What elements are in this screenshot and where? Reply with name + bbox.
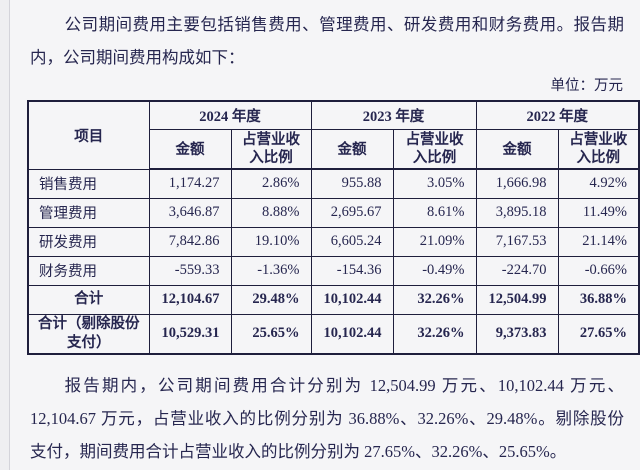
ratio-cell: -0.66% bbox=[557, 255, 640, 286]
amount-cell: 7,167.53 bbox=[475, 226, 559, 257]
summary-paragraph: 报告期内，公司期间费用合计分别为 12,504.99 万元、10,102.44 … bbox=[0, 355, 640, 468]
ratio-cell: 36.88% bbox=[557, 284, 640, 315]
row-selling-expense: 销售费用 1,174.27 2.86% 955.88 3.05% 1,666.9… bbox=[27, 168, 640, 199]
item-line: 支付） bbox=[67, 334, 111, 351]
header-amount: 金额 bbox=[148, 128, 232, 170]
amount-cell: 10,102.44 bbox=[310, 313, 394, 355]
intro-paragraph: 公司期间费用主要包括销售费用、管理费用、研发费用和财务费用。报告期 内，公司期间… bbox=[0, 0, 640, 74]
table-header: 项目 2024 年度 2023 年度 2022 年度 金额 占营业收 入比例 金… bbox=[27, 100, 640, 170]
amount-cell: 3,646.87 bbox=[148, 197, 232, 228]
header-year-2023: 2023 年度 bbox=[310, 100, 477, 130]
table-body: 销售费用 1,174.27 2.86% 955.88 3.05% 1,666.9… bbox=[27, 168, 640, 355]
row-total-excl-share-payment: 合计（剔除股份 支付） 10,529.31 25.65% 10,102.44 3… bbox=[27, 313, 640, 355]
header-amount: 金额 bbox=[310, 128, 394, 170]
ratio-cell: -0.49% bbox=[392, 255, 477, 286]
header-ratio-line: 入比例 bbox=[412, 149, 457, 166]
header-ratio: 占营业收 入比例 bbox=[230, 128, 312, 170]
item-cell: 研发费用 bbox=[27, 226, 150, 257]
header-ratio-line: 入比例 bbox=[576, 149, 621, 166]
period-expense-table: 项目 2024 年度 2023 年度 2022 年度 金额 占营业收 入比例 金… bbox=[27, 100, 640, 355]
amount-cell: 12,504.99 bbox=[475, 284, 559, 315]
item-line: 合计（剔除股份 bbox=[38, 315, 140, 332]
header-ratio-line: 占营业收 bbox=[242, 131, 300, 148]
header-ratio-line: 入比例 bbox=[249, 149, 293, 166]
row-rd-expense: 研发费用 7,842.86 19.10% 6,605.24 21.09% 7,1… bbox=[27, 226, 640, 257]
header-year-row: 项目 2024 年度 2023 年度 2022 年度 bbox=[27, 100, 640, 170]
unit-label: 单位：万元 bbox=[550, 78, 624, 94]
item-cell: 合计（剔除股份 支付） bbox=[27, 313, 150, 355]
row-total: 合计 12,104.67 29.48% 10,102.44 32.26% 12,… bbox=[27, 284, 640, 315]
amount-cell: 3,895.18 bbox=[475, 197, 559, 228]
amount-cell: 9,373.83 bbox=[475, 313, 559, 355]
item-cell: 财务费用 bbox=[27, 255, 150, 286]
ratio-cell: 8.61% bbox=[392, 197, 477, 228]
header-ratio: 占营业收 入比例 bbox=[392, 128, 477, 170]
amount-cell: 955.88 bbox=[310, 168, 394, 199]
ratio-cell: 21.09% bbox=[392, 226, 477, 257]
ratio-cell: 19.10% bbox=[230, 226, 312, 257]
intro-line: 内，公司期间费用构成如下： bbox=[30, 48, 245, 67]
amount-cell: 1,666.98 bbox=[475, 168, 559, 199]
item-cell: 管理费用 bbox=[27, 197, 150, 228]
ratio-cell: 32.26% bbox=[392, 313, 477, 355]
item-cell: 合计 bbox=[27, 284, 150, 315]
ratio-cell: 25.65% bbox=[230, 313, 312, 355]
ratio-cell: -1.36% bbox=[230, 255, 312, 286]
amount-cell: -559.33 bbox=[148, 255, 232, 286]
header-ratio: 占营业收 入比例 bbox=[557, 128, 640, 170]
amount-cell: 12,104.67 bbox=[148, 284, 232, 315]
row-finance-expense: 财务费用 -559.33 -1.36% -154.36 -0.49% -224.… bbox=[27, 255, 640, 286]
header-ratio-line: 占营业收 bbox=[569, 131, 628, 148]
ratio-cell: 11.49% bbox=[557, 197, 640, 228]
amount-cell: 10,529.31 bbox=[148, 313, 232, 355]
ratio-cell: 27.65% bbox=[557, 313, 640, 355]
amount-cell: 1,174.27 bbox=[148, 168, 232, 199]
scan-left-edge bbox=[0, 0, 10, 470]
amount-cell: -154.36 bbox=[310, 255, 394, 286]
amount-cell: 10,102.44 bbox=[310, 284, 394, 315]
ratio-cell: 32.26% bbox=[392, 284, 477, 315]
amount-cell: 6,605.24 bbox=[310, 226, 394, 257]
amount-cell: 7,842.86 bbox=[148, 226, 232, 257]
ratio-cell: 3.05% bbox=[392, 168, 477, 199]
amount-cell: 2,695.67 bbox=[310, 197, 394, 228]
amount-cell: -224.70 bbox=[475, 255, 559, 286]
header-sub-row: 金额 占营业收 入比例 金额 占营业收 入比例 金额 占营业收 入比例 bbox=[28, 128, 640, 170]
header-item: 项目 bbox=[27, 100, 150, 170]
summary-line: 报告期内，公司期间费用合计分别为 12,504.99 万元、10,102.44 … bbox=[64, 376, 624, 395]
intro-line: 公司期间费用主要包括销售费用、管理费用、研发费用和财务费用。报告期 bbox=[64, 15, 624, 34]
row-admin-expense: 管理费用 3,646.87 8.88% 2,695.67 8.61% 3,895… bbox=[27, 197, 640, 228]
ratio-cell: 4.92% bbox=[557, 168, 640, 199]
ratio-cell: 21.14% bbox=[557, 226, 640, 257]
ratio-cell: 2.86% bbox=[230, 168, 312, 199]
header-ratio-line: 占营业收 bbox=[405, 131, 464, 148]
summary-line: 12,104.67 万元，占营业收入的比例分别为 36.88%、32.26%、2… bbox=[30, 409, 624, 428]
header-year-2022: 2022 年度 bbox=[475, 100, 640, 130]
ratio-cell: 29.48% bbox=[230, 284, 312, 315]
item-cell: 销售费用 bbox=[27, 168, 150, 199]
ratio-cell: 8.88% bbox=[230, 197, 312, 228]
summary-line: 支付，期间费用合计占营业收入的比例分别为 27.65%、32.26%、25.65… bbox=[30, 442, 567, 461]
header-year-2024: 2024 年度 bbox=[148, 100, 312, 130]
header-amount: 金额 bbox=[475, 128, 559, 170]
